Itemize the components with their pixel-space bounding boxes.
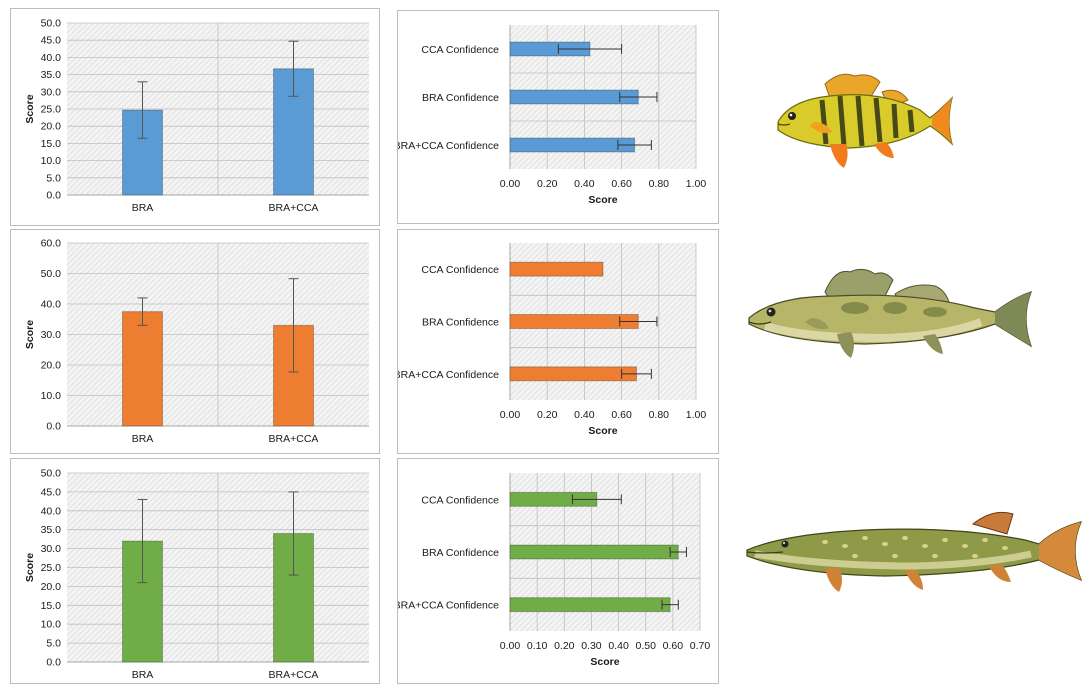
y-tick-label: 5.0: [46, 638, 61, 650]
x-tick-label: 0.40: [574, 178, 595, 190]
y-category-label: BRA+CCA Confidence: [398, 600, 499, 612]
y-category-label: CCA Confidence: [421, 494, 499, 506]
y-tick-label: 35.0: [41, 69, 62, 81]
x-tick-label: 0.60: [611, 178, 632, 190]
y-tick-label: 10.0: [41, 390, 62, 402]
confidence-chart-perch-svg: 0.00 0.20 0.40 0.60 0.80 1.00 CCA Confidence BR…: [398, 25, 707, 206]
x-axis-title: Score: [590, 656, 619, 668]
x-tick-label: 0.70: [690, 640, 711, 652]
bar: [509, 366, 637, 382]
y-tick-label: 30.0: [41, 543, 62, 555]
x-tick-label: 1.00: [686, 409, 707, 421]
y-tick-label: 30.0: [41, 86, 62, 98]
y-tick-label: 15.0: [41, 138, 62, 150]
x-tick-label: 0.60: [663, 640, 684, 652]
x-tick-label: 0.50: [635, 640, 656, 652]
x-tick-label: 0.00: [500, 409, 521, 421]
y-axis-title: Score: [24, 553, 36, 582]
y-tick-label: 20.0: [41, 360, 62, 372]
y-axis-title: Score: [24, 320, 36, 349]
y-tick-label: 30.0: [41, 329, 62, 341]
y-tick-label: 25.0: [41, 104, 62, 116]
y-tick-label: 0.0: [46, 421, 61, 433]
confidence-chart-walleye: 0.00 0.20 0.40 0.60 0.80 1.00 CCA Confidence BR…: [397, 229, 719, 454]
y-tick-label: 50.0: [41, 18, 62, 30]
y-tick-label: 0.0: [46, 657, 61, 669]
x-tick-label: 0.60: [611, 409, 632, 421]
x-tick-label: 0.30: [581, 640, 602, 652]
confidence-chart-pike-svg: 0.00 0.10 0.20 0.30 0.40 0.50 0.60 0.70 CCA Conf…: [398, 473, 711, 668]
confidence-chart-pike: 0.00 0.10 0.20 0.30 0.40 0.50 0.60 0.70 CCA Conf…: [397, 458, 719, 684]
y-tick-label: 10.0: [41, 155, 62, 167]
y-tick-label: 45.0: [41, 35, 62, 47]
y-tick-label: 25.0: [41, 562, 62, 574]
y-axis-title: Score: [24, 94, 36, 123]
x-tick-label: 0.00: [500, 640, 521, 652]
confidence-chart-walleye-svg: 0.00 0.20 0.40 0.60 0.80 1.00 CCA Confidence BR…: [398, 243, 707, 437]
y-category-label: BRA+CCA Confidence: [398, 369, 499, 381]
y-category-label: BRA+CCA Confidence: [398, 140, 499, 152]
confidence-chart-perch: 0.00 0.20 0.40 0.60 0.80 1.00 CCA Confidence BR…: [397, 10, 719, 224]
x-tick-label: 0.40: [574, 409, 595, 421]
x-tick-label: 0.20: [554, 640, 575, 652]
x-tick-label: BRA: [132, 669, 154, 681]
x-tick-label: 0.00: [500, 178, 521, 190]
y-tick-label: 60.0: [41, 238, 62, 250]
y-tick-label: 10.0: [41, 619, 62, 631]
y-tick-label: 40.0: [41, 52, 62, 64]
y-tick-label: 35.0: [41, 524, 62, 536]
y-category-label: BRA Confidence: [422, 317, 499, 329]
yellow-perch-illustration: [777, 73, 954, 168]
score-chart-walleye: 0.0 10.0 20.0 30.0 40.0 50.0 60.0 BRA BRA+CCA Sco…: [10, 229, 380, 454]
score-chart-pike-svg: 0.0 5.0 10.0 15.0 20.0 25.0 30.0 35.0 40.0 45.0 50…: [24, 468, 369, 681]
x-tick-label: 0.10: [527, 640, 548, 652]
score-chart-walleye-svg: 0.0 10.0 20.0 30.0 40.0 50.0 60.0 BRA BRA+CCA Sco…: [24, 238, 369, 445]
x-tick-label: 0.40: [608, 640, 629, 652]
bar: [122, 311, 163, 427]
x-tick-label: BRA: [132, 202, 154, 214]
x-tick-label: 0.80: [649, 409, 670, 421]
bar: [509, 137, 636, 153]
y-tick-label: 20.0: [41, 121, 62, 133]
x-axis-title: Score: [588, 194, 617, 206]
y-category-label: BRA Confidence: [422, 547, 499, 559]
x-tick-label: 0.80: [649, 178, 670, 190]
bar: [509, 597, 671, 613]
y-tick-label: 40.0: [41, 299, 62, 311]
x-tick-label: BRA+CCA: [269, 202, 319, 214]
score-chart-perch: 0.0 5.0 10.0 15.0 20.0 25.0 30.0 35.0 40.0 45.0 50…: [10, 8, 380, 226]
bar: [509, 544, 679, 560]
x-tick-label: 0.20: [537, 409, 558, 421]
bar: [509, 314, 639, 329]
x-tick-label: 1.00: [686, 178, 707, 190]
bar: [122, 109, 163, 196]
y-category-label: CCA Confidence: [421, 264, 499, 276]
y-tick-label: 5.0: [46, 172, 61, 184]
walleye-illustration: [748, 268, 1033, 358]
y-tick-label: 40.0: [41, 505, 62, 517]
y-tick-label: 50.0: [41, 268, 62, 280]
x-tick-label: 0.20: [537, 178, 558, 190]
x-tick-label: BRA+CCA: [269, 669, 319, 681]
y-category-label: BRA Confidence: [422, 92, 499, 104]
score-chart-pike: 0.0 5.0 10.0 15.0 20.0 25.0 30.0 35.0 40.0 45.0 50…: [10, 458, 380, 684]
bar: [509, 89, 639, 105]
y-tick-label: 15.0: [41, 600, 62, 612]
y-tick-label: 0.0: [46, 190, 61, 202]
y-category-label: CCA Confidence: [421, 44, 499, 56]
northern-pike-illustration: [746, 511, 1083, 592]
score-chart-perch-svg: 0.0 5.0 10.0 15.0 20.0 25.0 30.0 35.0 40.0 45.0 50…: [24, 18, 369, 214]
y-tick-label: 50.0: [41, 468, 62, 480]
y-tick-label: 20.0: [41, 581, 62, 593]
y-tick-label: 45.0: [41, 486, 62, 498]
bar: [509, 261, 604, 277]
x-axis-title: Score: [588, 425, 617, 437]
x-tick-label: BRA+CCA: [269, 433, 319, 445]
x-tick-label: BRA: [132, 433, 154, 445]
